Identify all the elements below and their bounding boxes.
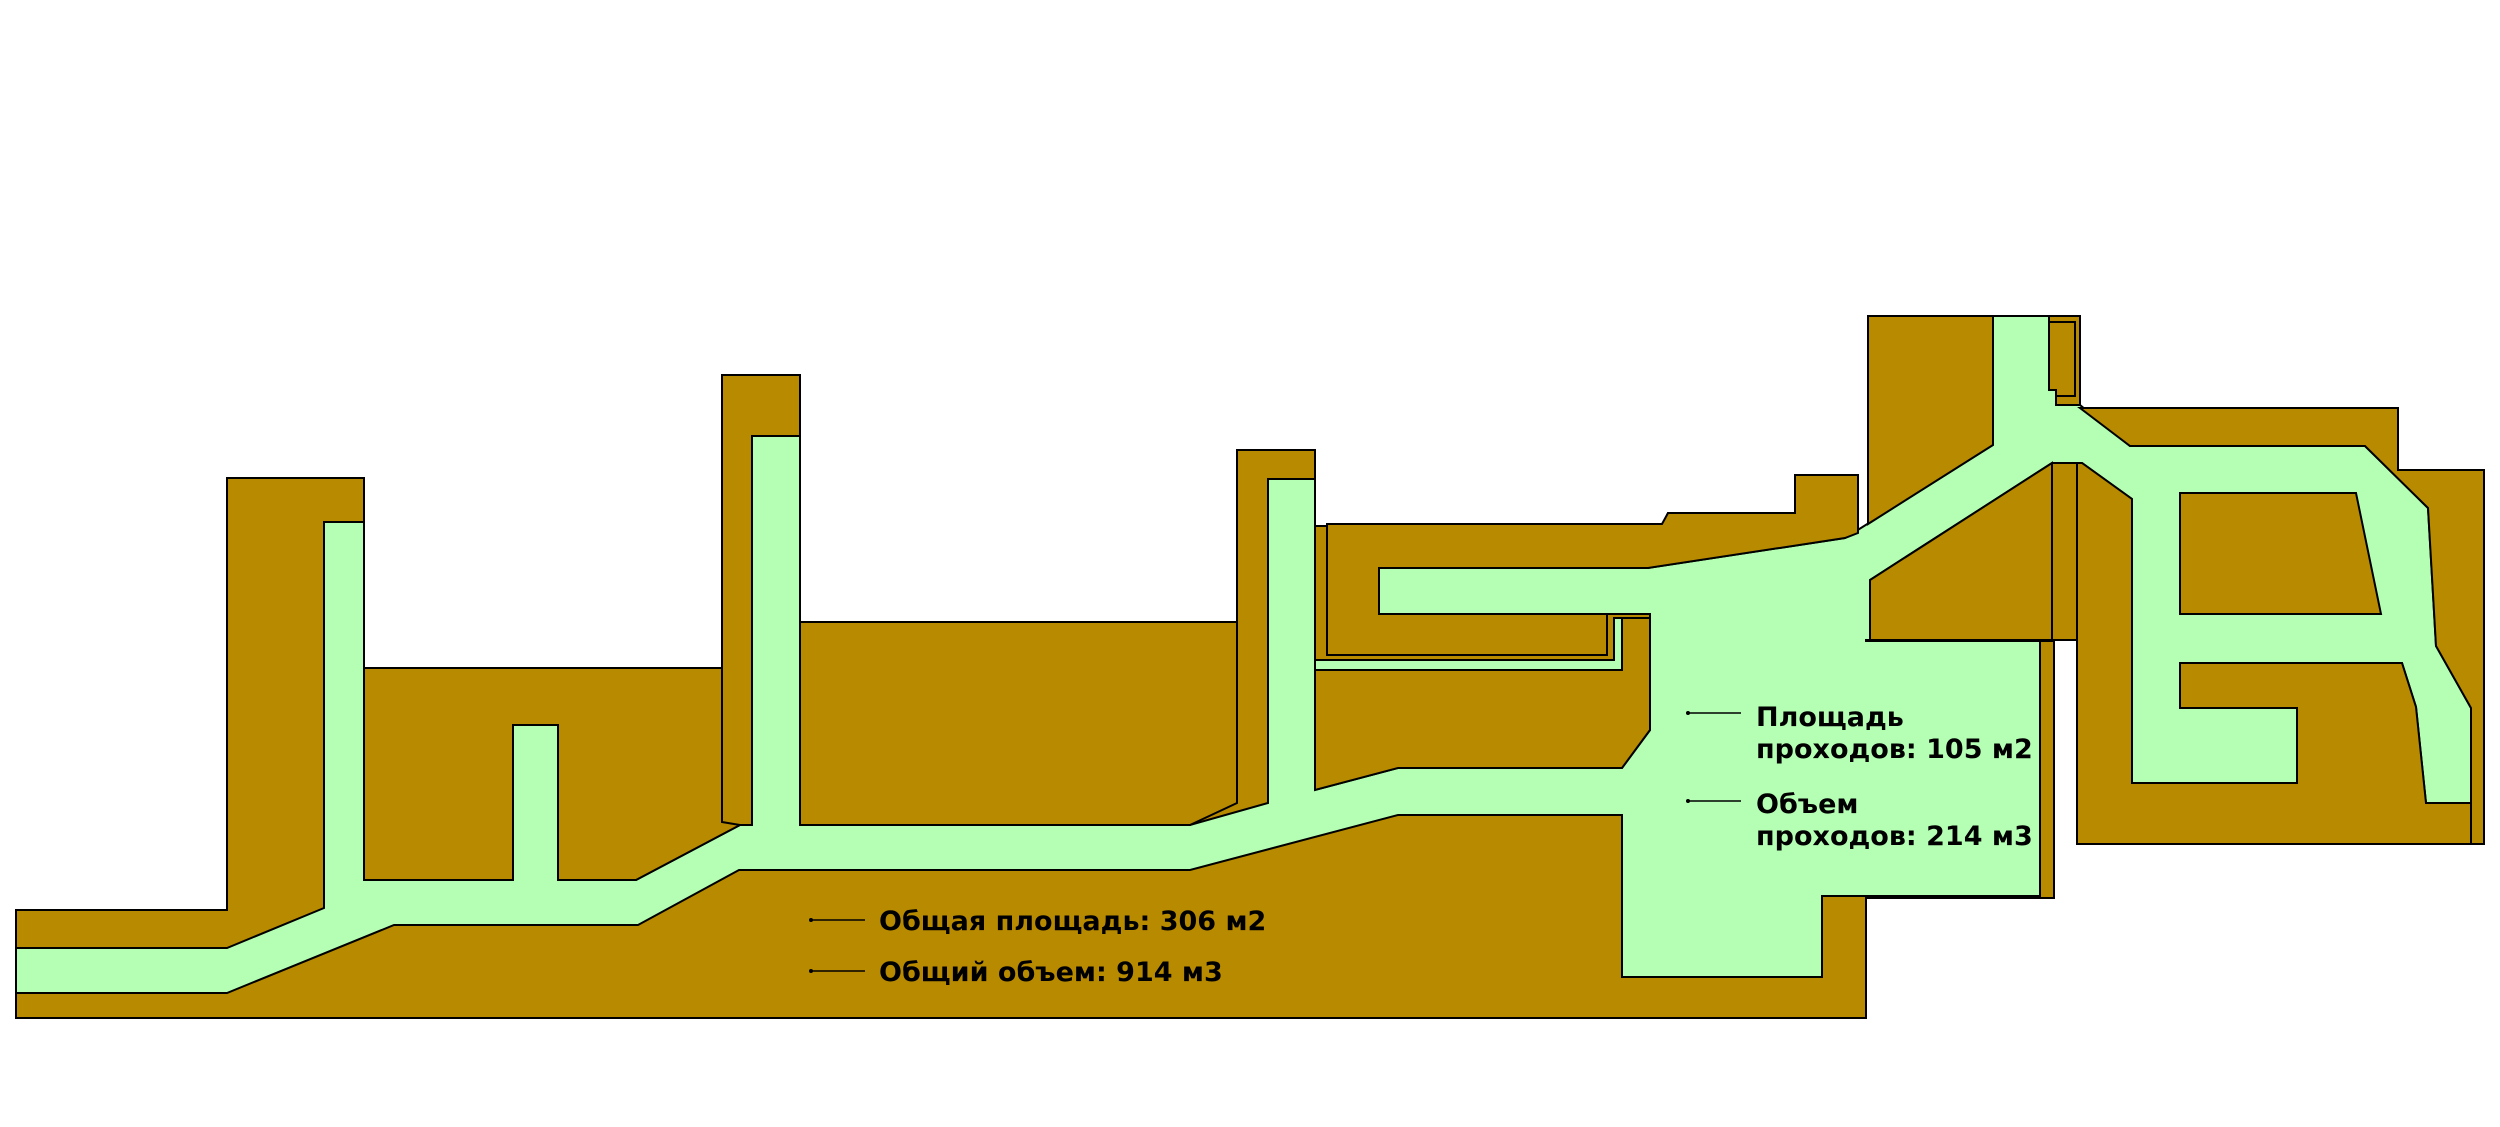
top-notch-strip <box>2048 315 2081 406</box>
mid-rock-pillar <box>1314 617 1651 792</box>
top-right-rock-column <box>1867 315 1994 526</box>
central-rock-pillar <box>799 621 1238 826</box>
passage-area-label-line2: проходов: 105 м2 <box>1756 734 2033 765</box>
right-loop-rock-outer <box>2077 407 2485 845</box>
left-rock-pillar <box>363 667 744 881</box>
total-volume-label: Общий объем: 914 м3 <box>879 957 1223 988</box>
passage-area-label-line1: Площадь <box>1756 702 1904 733</box>
passage-volume-pointer <box>1686 799 1741 803</box>
passage-area-pointer <box>1686 711 1741 715</box>
passage-volume-label-line1: Объем <box>1756 789 1858 820</box>
upper-rock-pocket <box>1326 474 1859 656</box>
passage-volume-label-line2: проходов: 214 м3 <box>1756 821 2033 852</box>
central-right-rock-block <box>1869 461 2053 641</box>
right-loop-rock-lower <box>2076 462 2472 845</box>
total-area-pointer <box>809 918 865 922</box>
total-area-label: Общая площадь: 306 м2 <box>879 906 1266 937</box>
right-loop-rock-upper <box>2179 492 2383 615</box>
total-volume-pointer <box>809 969 865 973</box>
